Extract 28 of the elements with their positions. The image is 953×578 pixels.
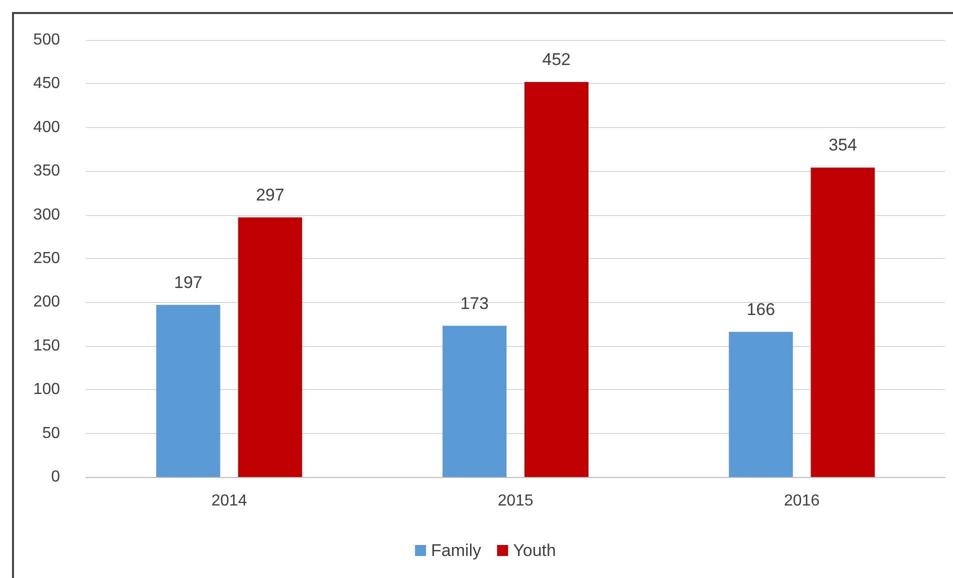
bar (524, 82, 588, 477)
data-label: 354 (828, 136, 857, 155)
bar (238, 217, 302, 477)
data-label: 197 (174, 272, 202, 292)
x-tick-label: 2016 (784, 492, 820, 510)
bar (156, 304, 220, 477)
legend-label: Youth (513, 541, 556, 560)
y-tick-label: 250 (33, 250, 60, 267)
data-label: 173 (460, 294, 489, 313)
data-label: 452 (542, 50, 571, 69)
y-tick-label: 350 (33, 162, 60, 180)
y-tick-label: 400 (33, 118, 60, 136)
y-tick-label: 0 (51, 468, 60, 486)
y-tick-label: 300 (33, 206, 60, 224)
x-tick-label: 2014 (211, 492, 248, 510)
data-label: 297 (256, 185, 284, 204)
y-tick-label: 200 (33, 294, 60, 311)
legend-label: Family (431, 541, 482, 560)
y-tick-label: 100 (33, 381, 60, 398)
bar (728, 332, 793, 477)
y-tick-label: 500 (33, 32, 60, 48)
data-label: 166 (746, 300, 776, 319)
y-tick-label: 150 (33, 337, 60, 354)
x-tick-label: 2015 (498, 492, 534, 510)
bar (810, 168, 875, 477)
bar (442, 326, 507, 477)
y-tick-label: 450 (33, 75, 60, 92)
y-tick-label: 50 (42, 424, 60, 442)
